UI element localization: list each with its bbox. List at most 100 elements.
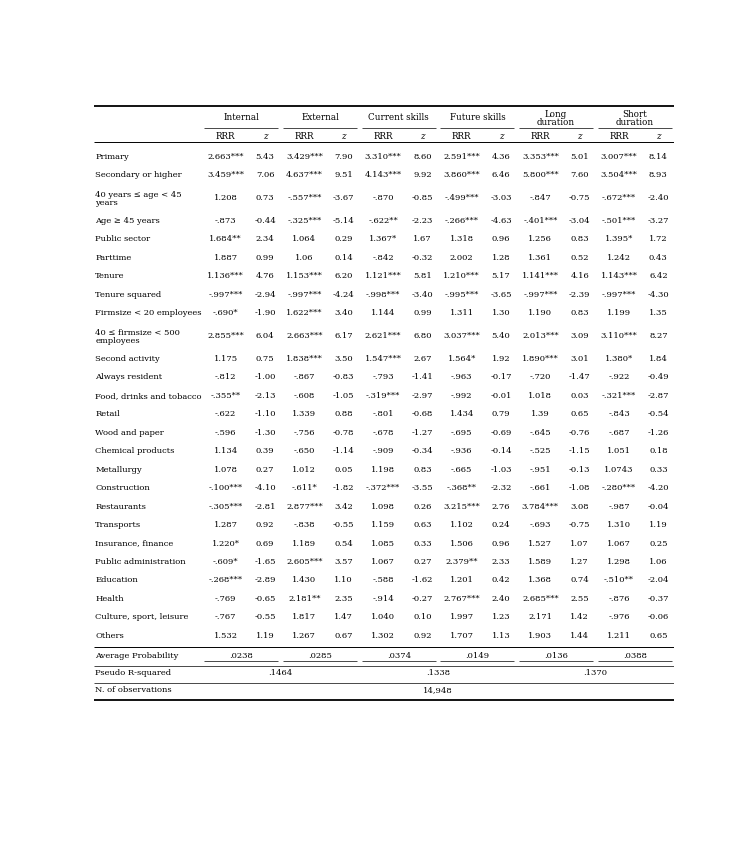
Text: -0.83: -0.83 <box>333 373 354 381</box>
Text: 0.27: 0.27 <box>413 558 431 566</box>
Text: 1.141***: 1.141*** <box>522 272 559 280</box>
Text: 1.153***: 1.153*** <box>286 272 323 280</box>
Text: -2.23: -2.23 <box>412 216 433 225</box>
Text: -.876: -.876 <box>608 595 630 603</box>
Text: 0.18: 0.18 <box>649 448 667 455</box>
Text: Health: Health <box>95 595 124 603</box>
Text: -1.14: -1.14 <box>333 448 354 455</box>
Text: .0374: .0374 <box>386 652 411 660</box>
Text: 0.39: 0.39 <box>255 448 274 455</box>
Text: 5.81: 5.81 <box>413 272 431 280</box>
Text: 1.298: 1.298 <box>607 558 631 566</box>
Text: -.280***: -.280*** <box>602 484 636 492</box>
Text: 2.67: 2.67 <box>413 355 431 362</box>
Text: 1.040: 1.040 <box>371 613 395 621</box>
Text: -.998***: -.998*** <box>366 291 400 299</box>
Text: 7.60: 7.60 <box>571 172 589 180</box>
Text: Second activity: Second activity <box>95 355 160 362</box>
Text: -.995***: -.995*** <box>444 291 479 299</box>
Text: 1.0743: 1.0743 <box>604 466 634 473</box>
Text: 5.01: 5.01 <box>571 153 589 161</box>
Text: 2.40: 2.40 <box>492 595 510 603</box>
Text: -0.44: -0.44 <box>254 216 276 225</box>
Text: Others: Others <box>95 632 124 640</box>
Text: 1.175: 1.175 <box>213 355 237 362</box>
Text: 0.92: 0.92 <box>256 521 274 529</box>
Text: 1.287: 1.287 <box>213 521 237 529</box>
Text: 6.04: 6.04 <box>255 332 274 340</box>
Text: -0.55: -0.55 <box>333 521 354 529</box>
Text: -.963: -.963 <box>451 373 473 381</box>
Text: -3.55: -3.55 <box>411 484 433 492</box>
Text: Parttime: Parttime <box>95 254 131 262</box>
Text: 3.353***: 3.353*** <box>522 153 559 161</box>
Text: -.622: -.622 <box>215 410 237 418</box>
Text: -.756: -.756 <box>294 429 315 436</box>
Text: 2.76: 2.76 <box>492 503 510 510</box>
Text: -.557***: -.557*** <box>287 194 321 202</box>
Text: -2.32: -2.32 <box>491 484 512 492</box>
Text: Transports: Transports <box>95 521 142 529</box>
Text: 1.19: 1.19 <box>255 632 274 640</box>
Text: -.368**: -.368** <box>446 484 476 492</box>
Text: -.997***: -.997*** <box>287 291 321 299</box>
Text: Culture, sport, leisure: Culture, sport, leisure <box>95 613 189 621</box>
Text: Tenure squared: Tenure squared <box>95 291 162 299</box>
Text: 0.79: 0.79 <box>492 410 510 418</box>
Text: 3.504***: 3.504*** <box>601 172 637 180</box>
Text: 7.06: 7.06 <box>256 172 274 180</box>
Text: -5.14: -5.14 <box>333 216 354 225</box>
Text: 1.339: 1.339 <box>292 410 316 418</box>
Text: -.622**: -.622** <box>369 216 398 225</box>
Text: -0.04: -0.04 <box>648 503 669 510</box>
Text: 6.17: 6.17 <box>334 332 353 340</box>
Text: 6.20: 6.20 <box>335 272 353 280</box>
Text: -1.27: -1.27 <box>412 429 433 436</box>
Text: .0136: .0136 <box>545 652 568 660</box>
Text: -.100***: -.100*** <box>209 484 243 492</box>
Text: RRR: RRR <box>452 131 471 141</box>
Text: -.997***: -.997*** <box>524 291 557 299</box>
Text: 2.33: 2.33 <box>492 558 510 566</box>
Text: -0.14: -0.14 <box>491 448 512 455</box>
Text: Chemical products: Chemical products <box>95 448 175 455</box>
Text: 1.430: 1.430 <box>292 576 316 584</box>
Text: -0.69: -0.69 <box>491 429 512 436</box>
Text: -.997***: -.997*** <box>208 291 243 299</box>
Text: 0.99: 0.99 <box>413 309 431 317</box>
Text: -.672***: -.672*** <box>602 194 636 202</box>
Text: 1.10: 1.10 <box>334 576 353 584</box>
Text: 0.83: 0.83 <box>571 309 589 317</box>
Text: -.690*: -.690* <box>213 309 238 317</box>
Text: 1.311: 1.311 <box>449 309 474 317</box>
Text: -0.01: -0.01 <box>491 392 512 399</box>
Text: 3.860***: 3.860*** <box>443 172 480 180</box>
Text: 5.17: 5.17 <box>491 272 510 280</box>
Text: 1.92: 1.92 <box>492 355 510 362</box>
Text: 7.90: 7.90 <box>334 153 353 161</box>
Text: -.645: -.645 <box>530 429 551 436</box>
Text: -.266***: -.266*** <box>445 216 479 225</box>
Text: -.812: -.812 <box>215 373 237 381</box>
Text: 1.67: 1.67 <box>413 235 431 243</box>
Text: 2.591***: 2.591*** <box>443 153 480 161</box>
Text: 0.65: 0.65 <box>571 410 589 418</box>
Text: External: External <box>301 113 339 122</box>
Text: 1.361: 1.361 <box>528 254 552 262</box>
Text: -1.47: -1.47 <box>568 373 590 381</box>
Text: 0.83: 0.83 <box>571 235 589 243</box>
Text: z: z <box>342 131 346 141</box>
Text: -.608: -.608 <box>294 392 315 399</box>
Text: -.372***: -.372*** <box>366 484 400 492</box>
Text: Age ≥ 45 years: Age ≥ 45 years <box>95 216 160 225</box>
Text: z: z <box>656 131 661 141</box>
Text: -.499***: -.499*** <box>444 194 479 202</box>
Text: 5.800***: 5.800*** <box>522 172 559 180</box>
Text: -1.65: -1.65 <box>255 558 276 566</box>
Text: -.922: -.922 <box>608 373 630 381</box>
Text: 2.002: 2.002 <box>450 254 473 262</box>
Text: 2.605***: 2.605*** <box>286 558 323 566</box>
Text: 1.012: 1.012 <box>292 466 316 473</box>
Text: -.321***: -.321*** <box>602 392 636 399</box>
Text: -.355**: -.355** <box>210 392 240 399</box>
